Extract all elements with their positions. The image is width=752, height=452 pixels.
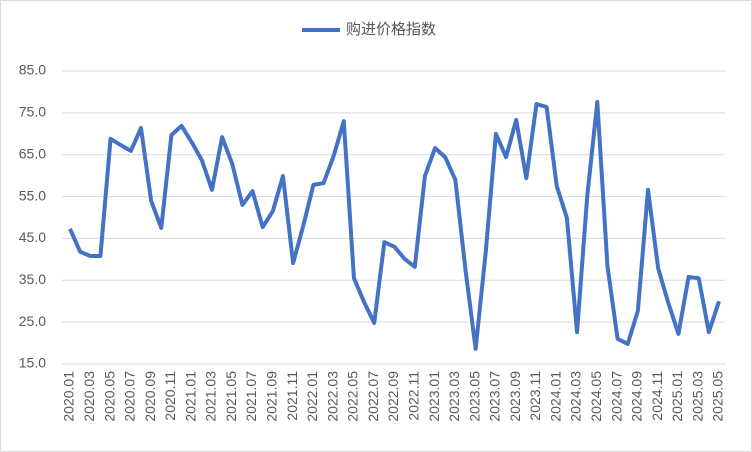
- y-tick-label: 35.0: [19, 271, 46, 287]
- y-tick-label: 15.0: [19, 355, 46, 371]
- x-tick-label: 2021.01: [182, 371, 198, 422]
- x-tick-label: 2024.09: [629, 371, 645, 422]
- x-tick-label: 2021.03: [203, 371, 219, 422]
- y-tick-label: 75.0: [19, 104, 46, 120]
- x-tick-label: 2024.03: [568, 371, 584, 422]
- x-tick-label: 2021.07: [243, 371, 259, 422]
- x-tick-label: 2024.11: [649, 371, 665, 421]
- x-tick-label: 2025.03: [689, 371, 705, 422]
- x-tick-label: 2025.01: [669, 371, 685, 422]
- x-tick-label: 2022.01: [304, 371, 320, 422]
- x-tick-label: 2022.05: [345, 371, 361, 422]
- x-tick-label: 2023.11: [527, 371, 543, 421]
- x-tick-label: 2024.05: [588, 371, 604, 422]
- x-tick-label: 2021.09: [264, 371, 280, 422]
- x-tick-label: 2020.03: [81, 371, 97, 422]
- x-tick-label: 2020.09: [142, 371, 158, 422]
- x-tick-label: 2022.07: [365, 371, 381, 422]
- x-tick-label: 2024.07: [608, 371, 624, 422]
- x-tick-label: 2023.03: [446, 371, 462, 422]
- x-tick-label: 2023.01: [426, 371, 442, 422]
- x-tick-label: 2023.07: [487, 371, 503, 422]
- x-tick-label: 2024.01: [547, 371, 563, 422]
- x-tick-label: 2022.03: [324, 371, 340, 422]
- x-tick-label: 2021.05: [223, 371, 239, 422]
- y-tick-label: 65.0: [19, 145, 46, 161]
- x-tick-label: 2023.09: [507, 371, 523, 422]
- x-tick-label: 2022.11: [405, 371, 421, 421]
- x-tick-label: 2022.09: [385, 371, 401, 422]
- y-tick-label: 85.0: [19, 62, 46, 78]
- y-tick-label: 55.0: [19, 187, 46, 203]
- y-tick-label: 25.0: [19, 313, 46, 329]
- y-tick-label: 45.0: [19, 229, 46, 245]
- x-tick-label: 2020.01: [61, 371, 77, 422]
- data-line: [68, 99, 721, 351]
- x-tick-label: 2023.05: [466, 371, 482, 422]
- x-tick-label: 2025.05: [710, 371, 726, 422]
- x-tick-label: 2020.05: [101, 371, 117, 422]
- x-tick-label: 2021.11: [284, 371, 300, 421]
- x-tick-label: 2020.11: [162, 371, 178, 421]
- legend-label: 购进价格指数: [346, 21, 436, 38]
- x-tick-label: 2020.07: [122, 371, 138, 422]
